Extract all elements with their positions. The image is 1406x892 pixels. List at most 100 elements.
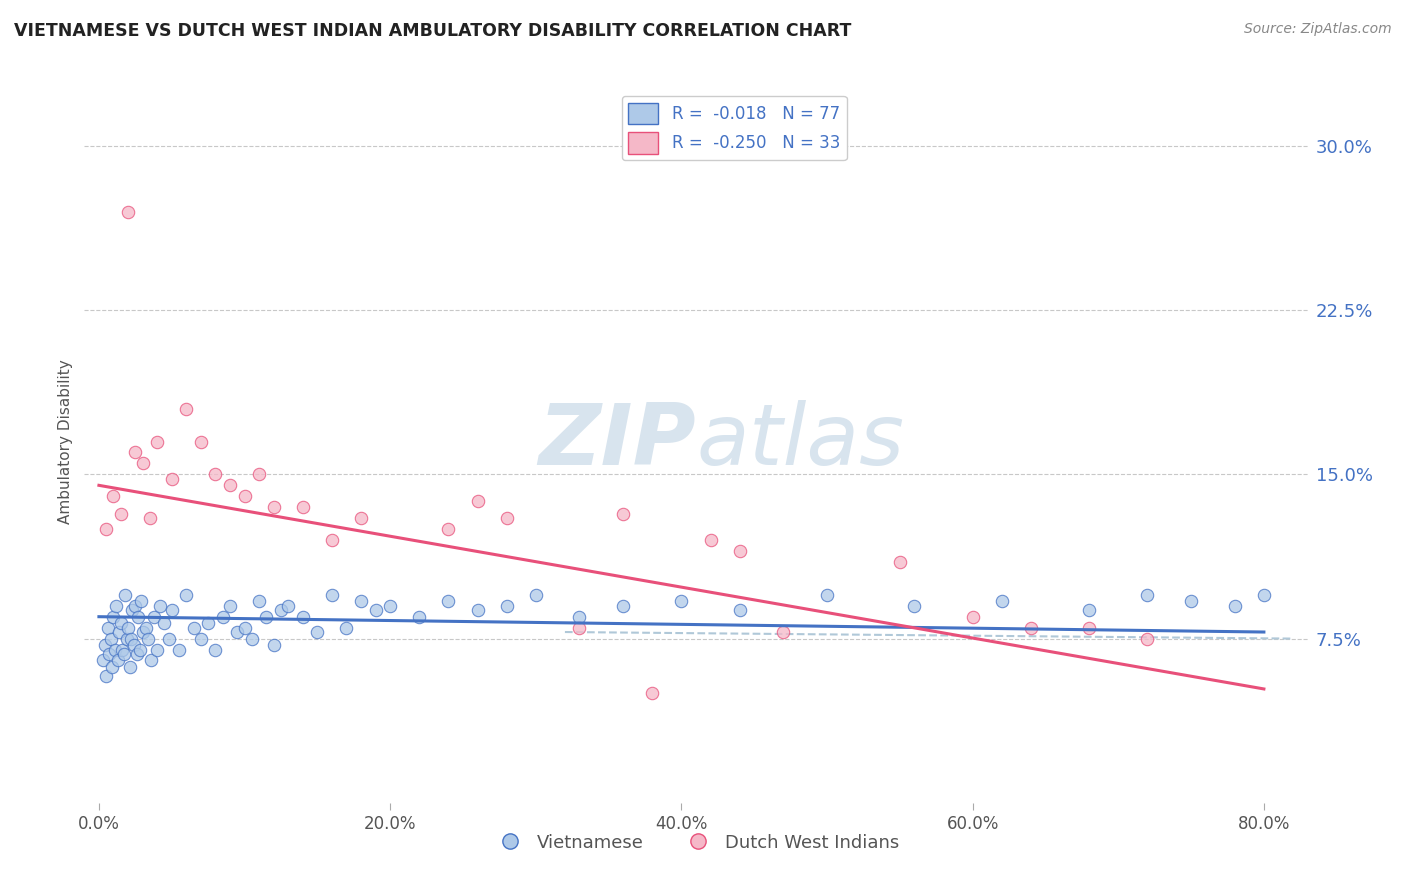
Point (104, 642, 127, 657)
Point (612, 507, 634, 521)
Point (991, 594, 1014, 608)
Point (350, 511, 373, 525)
Point (728, 603, 751, 617)
Point (91, 653, 114, 667)
Point (174, 588, 197, 602)
Point (93, 638, 115, 652)
Text: ZIP: ZIP (538, 400, 696, 483)
Point (141, 653, 163, 667)
Point (524, 588, 547, 602)
Point (291, 609, 314, 624)
Point (219, 599, 242, 613)
Point (121, 603, 143, 617)
Point (183, 621, 205, 635)
Point (263, 638, 285, 652)
Point (143, 609, 166, 624)
Point (380, 599, 402, 613)
Point (120, 632, 142, 646)
Point (129, 594, 152, 608)
Point (112, 647, 135, 661)
Point (157, 632, 180, 646)
Point (96, 669, 118, 683)
Point (190, 434, 212, 449)
Point (160, 472, 183, 486)
Point (772, 625, 794, 640)
Point (103, 609, 125, 624)
Point (467, 603, 489, 617)
Point (115, 632, 138, 646)
Point (146, 642, 169, 657)
Point (277, 599, 299, 613)
Y-axis label: Ambulatory Disability: Ambulatory Disability (58, 359, 73, 524)
Point (1136, 632, 1159, 646)
Point (211, 609, 233, 624)
Point (671, 594, 693, 608)
Point (1078, 621, 1101, 635)
Point (728, 544, 751, 558)
Point (146, 434, 169, 449)
Point (233, 489, 256, 503)
Point (1078, 603, 1101, 617)
Point (124, 599, 146, 613)
Point (110, 616, 132, 631)
Point (1253, 588, 1275, 602)
Point (699, 533, 721, 547)
Point (962, 609, 984, 624)
Point (226, 625, 249, 640)
Point (101, 660, 124, 674)
Point (103, 489, 125, 503)
Point (254, 609, 277, 624)
Point (903, 599, 925, 613)
Point (127, 609, 149, 624)
Point (219, 478, 242, 492)
Point (197, 616, 219, 631)
Point (107, 653, 129, 667)
Point (118, 660, 141, 674)
Point (568, 621, 591, 635)
Point (111, 642, 134, 657)
Point (1223, 599, 1246, 613)
Point (204, 467, 226, 482)
Point (160, 603, 183, 617)
Point (270, 603, 292, 617)
Point (291, 500, 314, 515)
Point (174, 401, 197, 416)
Point (149, 599, 172, 613)
Point (124, 445, 146, 459)
Point (815, 588, 838, 602)
Point (97, 621, 120, 635)
Point (135, 621, 157, 635)
Legend: Vietnamese, Dutch West Indians: Vietnamese, Dutch West Indians (485, 826, 907, 859)
Text: VIETNAMESE VS DUTCH WEST INDIAN AMBULATORY DISABILITY CORRELATION CHART: VIETNAMESE VS DUTCH WEST INDIAN AMBULATO… (14, 22, 852, 40)
Point (131, 625, 153, 640)
Point (247, 594, 270, 608)
Point (247, 467, 270, 482)
Point (122, 638, 145, 652)
Text: atlas: atlas (696, 400, 904, 483)
Point (240, 632, 263, 646)
Point (321, 588, 343, 602)
Point (641, 686, 664, 700)
Point (167, 642, 190, 657)
Point (612, 599, 634, 613)
Point (364, 603, 387, 617)
Point (128, 642, 150, 657)
Point (495, 599, 517, 613)
Point (1136, 588, 1159, 602)
Point (437, 522, 460, 536)
Point (204, 642, 226, 657)
Point (98, 647, 121, 661)
Point (350, 594, 373, 608)
Point (467, 493, 489, 508)
Point (114, 588, 136, 602)
Point (105, 599, 128, 613)
Point (117, 621, 139, 635)
Point (233, 621, 256, 635)
Point (321, 533, 343, 547)
Point (131, 457, 153, 471)
Point (100, 632, 122, 646)
Point (307, 625, 329, 640)
Point (139, 511, 162, 525)
Point (1019, 621, 1042, 635)
Point (1180, 594, 1202, 608)
